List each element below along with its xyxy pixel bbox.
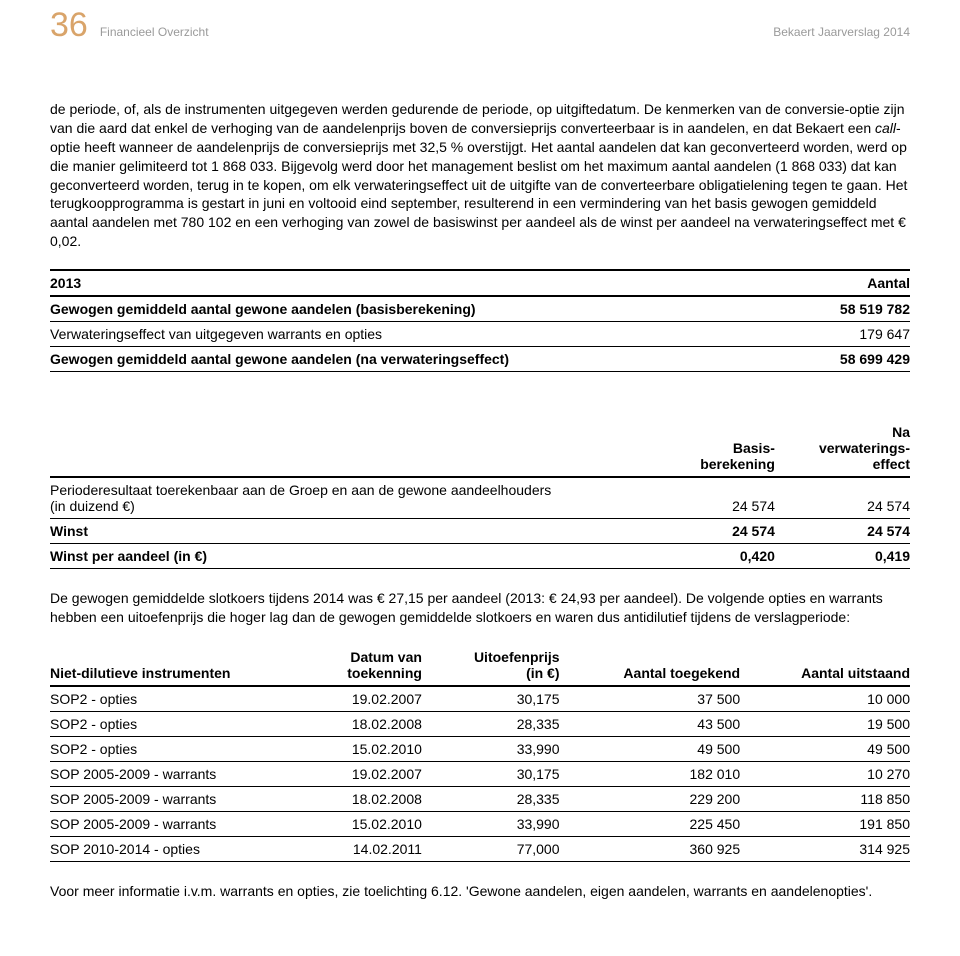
call-italic: call	[875, 120, 896, 136]
cell-price: 28,335	[422, 711, 560, 736]
table-instruments: Niet-dilutieve instrumenten Datum van to…	[50, 645, 910, 862]
page-header: 36 Financieel Overzicht Bekaert Jaarvers…	[50, 0, 910, 42]
cell-out: 49 500	[740, 736, 910, 761]
paragraph-1a: de periode, of, als de instrumenten uitg…	[50, 101, 905, 136]
table1-header-left: 2013	[50, 270, 796, 296]
cell-grant: 182 010	[560, 761, 741, 786]
cell-price: 77,000	[422, 836, 560, 861]
cell-grant: 360 925	[560, 836, 741, 861]
table-row: Winst per aandeel (in €) 0,420 0,419	[50, 544, 910, 569]
cell-date: 14.02.2011	[299, 836, 422, 861]
cell-label: Gewogen gemiddeld aantal gewone aandelen…	[50, 347, 796, 372]
table-row: Gewogen gemiddeld aantal gewone aandelen…	[50, 347, 910, 372]
table-shares-2013: 2013 Aantal Gewogen gemiddeld aantal gew…	[50, 269, 910, 372]
cell-value: 24 574	[775, 477, 910, 519]
cell-out: 118 850	[740, 786, 910, 811]
cell-instr: SOP 2005-2009 - warrants	[50, 786, 299, 811]
cell-grant: 43 500	[560, 711, 741, 736]
table-row: Niet-dilutieve instrumenten Datum van to…	[50, 645, 910, 686]
table-row: Basis- berekening Na verwaterings- effec…	[50, 420, 910, 477]
h-price: Uitoefenprijs (in €)	[422, 645, 560, 686]
cell-price: 28,335	[422, 786, 560, 811]
cell-date: 19.02.2007	[299, 686, 422, 712]
h-date: Datum van toekenning	[299, 645, 422, 686]
cell-out: 314 925	[740, 836, 910, 861]
cell-grant: 37 500	[560, 686, 741, 712]
table1-header-right: Aantal	[796, 270, 910, 296]
cell-price: 30,175	[422, 761, 560, 786]
paragraph-1: de periode, of, als de instrumenten uitg…	[50, 100, 910, 251]
cell-value: 58 519 782	[796, 296, 910, 322]
table-row: SOP 2005-2009 - warrants 15.02.2010 33,9…	[50, 811, 910, 836]
table-row: Perioderesultaat toerekenbaar aan de Gro…	[50, 477, 910, 519]
cell-date: 19.02.2007	[299, 761, 422, 786]
cell-out: 19 500	[740, 711, 910, 736]
page: 36 Financieel Overzicht Bekaert Jaarvers…	[0, 0, 960, 956]
cell-out: 10 270	[740, 761, 910, 786]
table-row: 2013 Aantal	[50, 270, 910, 296]
paragraph-1b: -optie heeft wanneer de aandelenprijs de…	[50, 120, 907, 249]
empty-header	[50, 420, 660, 477]
table-row: SOP2 - opties 18.02.2008 28,335 43 500 1…	[50, 711, 910, 736]
cell-date: 18.02.2008	[299, 786, 422, 811]
cell-date: 15.02.2010	[299, 736, 422, 761]
cell-label: Gewogen gemiddeld aantal gewone aandelen…	[50, 296, 796, 322]
cell-label: Verwateringseffect van uitgegeven warran…	[50, 322, 796, 347]
cell-instr: SOP2 - opties	[50, 736, 299, 761]
cell-label: Winst	[50, 519, 660, 544]
cell-label: Winst per aandeel (in €)	[50, 544, 660, 569]
h-grant: Aantal toegekend	[560, 645, 741, 686]
h-out: Aantal uitstaand	[740, 645, 910, 686]
page-number: 36	[50, 8, 88, 42]
cell-grant: 229 200	[560, 786, 741, 811]
cell-instr: SOP 2005-2009 - warrants	[50, 811, 299, 836]
cell-value: 0,420	[660, 544, 775, 569]
cell-value: 24 574	[775, 519, 910, 544]
paragraph-2: De gewogen gemiddelde slotkoers tijdens …	[50, 589, 910, 627]
col-basis: Basis- berekening	[660, 420, 775, 477]
cell-label: Perioderesultaat toerekenbaar aan de Gro…	[50, 477, 660, 519]
table-row: SOP 2010-2014 - opties 14.02.2011 77,000…	[50, 836, 910, 861]
cell-instr: SOP 2005-2009 - warrants	[50, 761, 299, 786]
table-row: Gewogen gemiddeld aantal gewone aandelen…	[50, 296, 910, 322]
cell-instr: SOP2 - opties	[50, 686, 299, 712]
table-row: Verwateringseffect van uitgegeven warran…	[50, 322, 910, 347]
table-row: SOP 2005-2009 - warrants 19.02.2007 30,1…	[50, 761, 910, 786]
cell-price: 33,990	[422, 811, 560, 836]
table-eps: Basis- berekening Na verwaterings- effec…	[50, 420, 910, 569]
cell-out: 191 850	[740, 811, 910, 836]
cell-value: 58 699 429	[796, 347, 910, 372]
table-row: SOP 2005-2009 - warrants 18.02.2008 28,3…	[50, 786, 910, 811]
col-verwatering: Na verwaterings- effect	[775, 420, 910, 477]
header-right: Bekaert Jaarverslag 2014	[773, 25, 910, 39]
cell-date: 18.02.2008	[299, 711, 422, 736]
cell-out: 10 000	[740, 686, 910, 712]
cell-value: 179 647	[796, 322, 910, 347]
h-instr: Niet-dilutieve instrumenten	[50, 645, 299, 686]
table-row: Winst 24 574 24 574	[50, 519, 910, 544]
cell-value: 0,419	[775, 544, 910, 569]
cell-instr: SOP2 - opties	[50, 711, 299, 736]
cell-value: 24 574	[660, 519, 775, 544]
cell-date: 15.02.2010	[299, 811, 422, 836]
cell-grant: 225 450	[560, 811, 741, 836]
cell-value: 24 574	[660, 477, 775, 519]
cell-price: 30,175	[422, 686, 560, 712]
table-row: SOP2 - opties 15.02.2010 33,990 49 500 4…	[50, 736, 910, 761]
cell-instr: SOP 2010-2014 - opties	[50, 836, 299, 861]
cell-price: 33,990	[422, 736, 560, 761]
table-row: SOP2 - opties 19.02.2007 30,175 37 500 1…	[50, 686, 910, 712]
paragraph-3: Voor meer informatie i.v.m. warrants en …	[50, 882, 910, 901]
header-left: Financieel Overzicht	[100, 25, 209, 39]
cell-grant: 49 500	[560, 736, 741, 761]
